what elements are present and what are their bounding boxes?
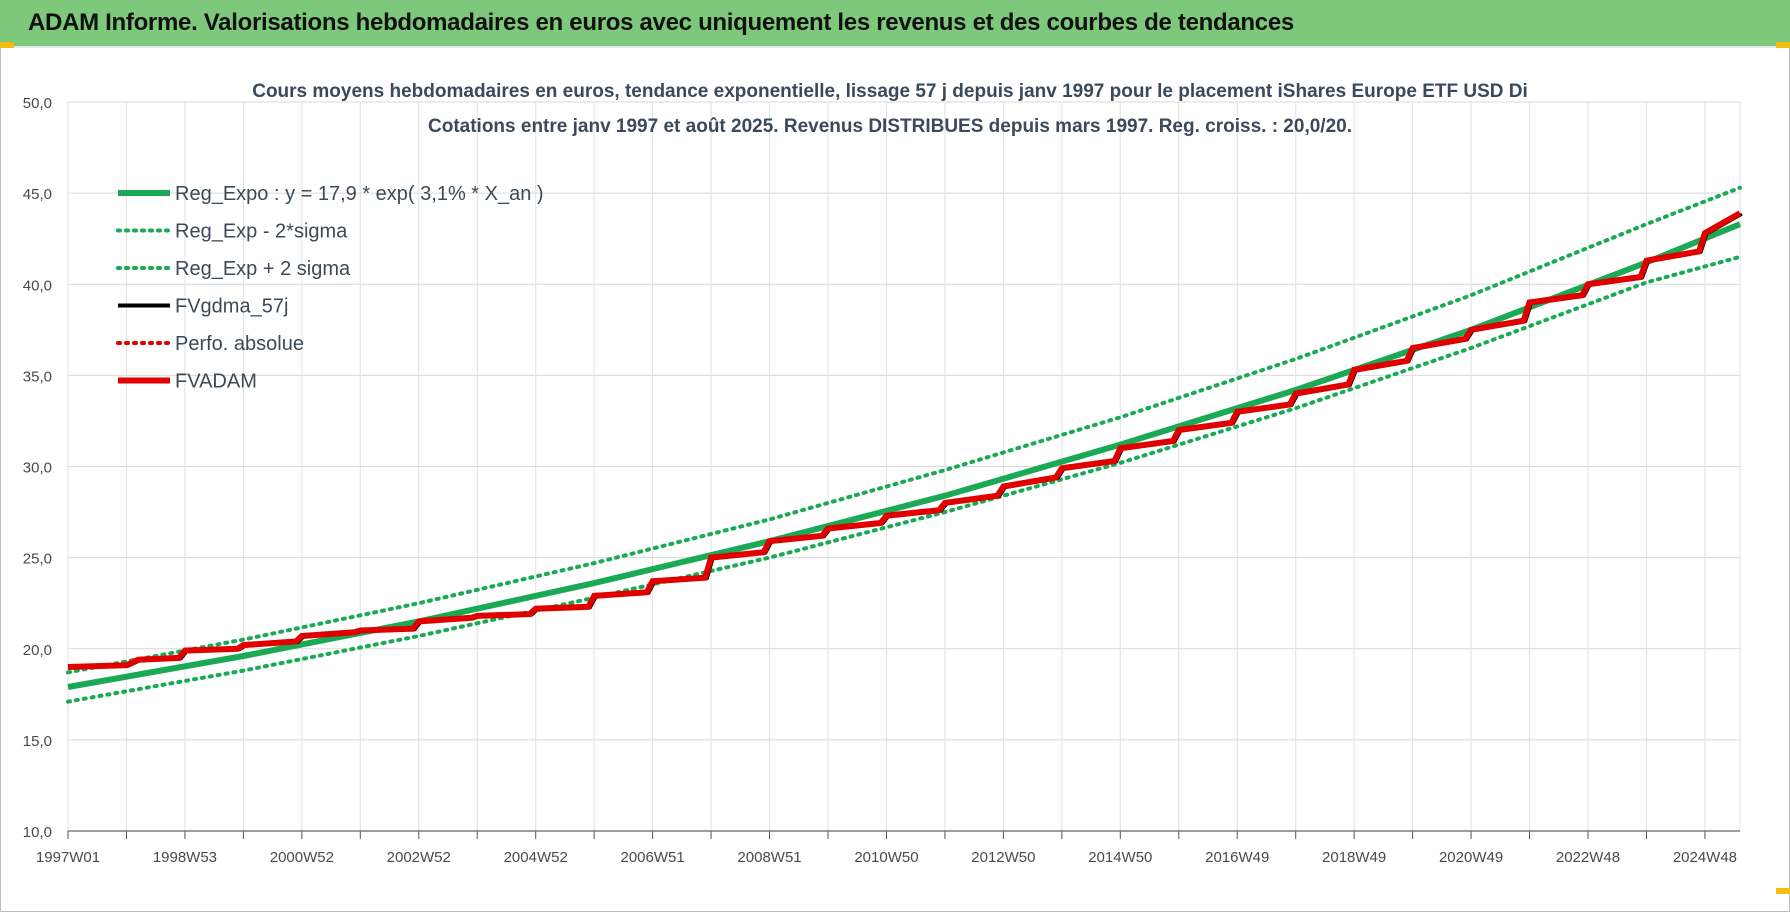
y-tick-label: 20,0 bbox=[23, 642, 52, 659]
x-tick-label: 2024W48 bbox=[1673, 849, 1737, 866]
x-tick-label: 2002W52 bbox=[387, 849, 451, 866]
x-tick-label: 2018W49 bbox=[1322, 849, 1386, 866]
y-tick-label: 25,0 bbox=[23, 551, 52, 568]
series-line-fvadam bbox=[67, 210, 1742, 670]
series-line-reg-exp-minus-2-sigma bbox=[66, 254, 1742, 704]
y-axis-ticks: 10,0 15,0 20,0 25,0 30,0 35,0 40,0 45,0 50,0 bbox=[23, 95, 52, 841]
chart-title-line-1: Cours moyens hebdomadaires en euros, ten… bbox=[252, 81, 1528, 102]
x-tick-label: 2010W50 bbox=[854, 849, 918, 866]
corner-marker-top-right bbox=[1776, 42, 1790, 48]
legend-label: Reg_Expo : y = 17,9 * exp( 3,1% * X_an ) bbox=[175, 183, 544, 205]
x-tick-label: 2022W48 bbox=[1556, 849, 1620, 866]
x-tick-label: 1998W53 bbox=[153, 849, 217, 866]
y-tick-label: 45,0 bbox=[23, 186, 52, 203]
x-axis-ticks: 1997W01 1998W53 2000W52 2002W52 2004W52 2006W… bbox=[36, 830, 1740, 866]
series-line-reg-exp-plus-2-sigma bbox=[66, 185, 1742, 675]
x-tick-label: 2000W52 bbox=[270, 849, 334, 866]
corner-marker-top-left bbox=[0, 42, 14, 48]
chart-grid bbox=[67, 101, 1741, 832]
y-tick-label: 10,0 bbox=[23, 824, 52, 841]
y-tick-label: 50,0 bbox=[23, 95, 52, 112]
report-title: ADAM Informe. Valorisations hebdomadaire… bbox=[28, 9, 1294, 36]
series-layer bbox=[66, 185, 1743, 704]
x-tick-label: 2016W49 bbox=[1205, 849, 1269, 866]
y-tick-label: 40,0 bbox=[23, 277, 52, 294]
corner-marker-bottom-right bbox=[1776, 888, 1790, 894]
legend-label: FVADAM bbox=[175, 371, 257, 393]
series-line-reg-expo bbox=[67, 221, 1742, 690]
x-tick-label: 2008W51 bbox=[737, 849, 801, 866]
report-banner: ADAM Informe. Valorisations hebdomadaire… bbox=[0, 0, 1790, 48]
legend-label: FVgdma_57j bbox=[175, 296, 288, 318]
series-line-fvgdma-57j bbox=[69, 212, 1743, 670]
x-tick-label: 2006W51 bbox=[621, 849, 685, 866]
y-tick-label: 15,0 bbox=[23, 733, 52, 750]
x-tick-label: 2014W50 bbox=[1088, 849, 1152, 866]
x-tick-label: 1997W01 bbox=[36, 849, 100, 866]
legend-label: Reg_Exp - 2*sigma bbox=[175, 221, 348, 243]
y-tick-label: 35,0 bbox=[23, 368, 52, 385]
legend-label: Perfo. absolue bbox=[175, 333, 304, 355]
x-tick-label: 2004W52 bbox=[504, 849, 568, 866]
legend-label: Reg_Exp + 2 sigma bbox=[175, 258, 351, 280]
chart-title-line-2: Cotations entre janv 1997 et août 2025. … bbox=[428, 116, 1352, 137]
chart-legend: Reg_Expo : y = 17,9 * exp( 3,1% * X_an )… bbox=[116, 183, 544, 393]
x-tick-label: 2012W50 bbox=[971, 849, 1035, 866]
x-tick-label: 2020W49 bbox=[1439, 849, 1503, 866]
y-tick-label: 30,0 bbox=[23, 460, 52, 477]
